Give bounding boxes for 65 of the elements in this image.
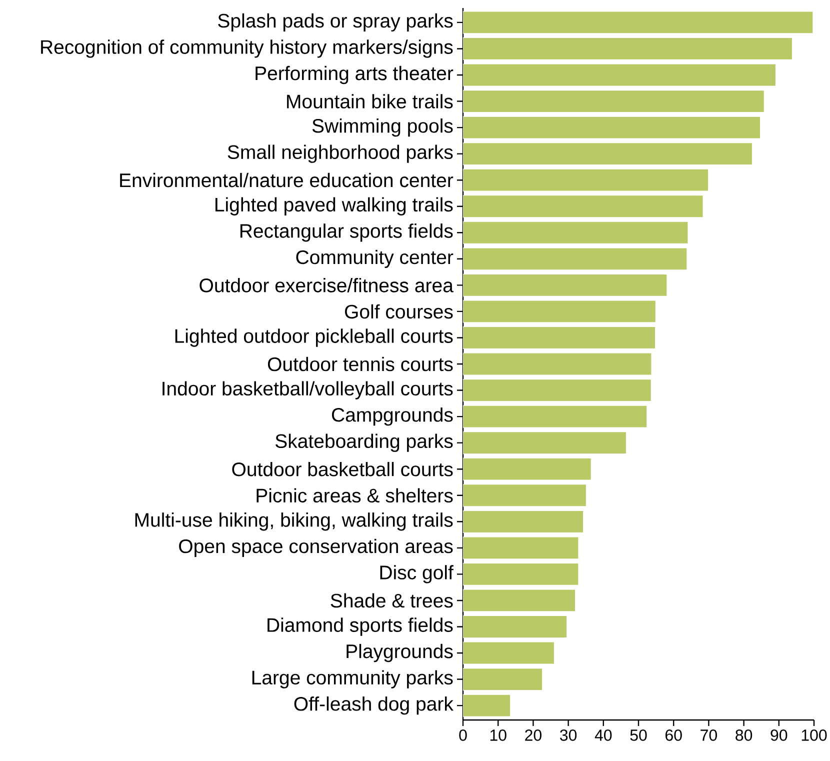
x-tick-label: 10 — [490, 730, 506, 741]
y-tick-label: Community center — [296, 250, 454, 268]
bar — [463, 116, 761, 139]
y-tick-label: Picnic areas & shelters — [256, 488, 453, 503]
y-tick-label: Outdoor basketball courts — [232, 462, 453, 476]
x-tick-label: 60 — [666, 730, 682, 741]
bar — [463, 64, 776, 86]
bar — [463, 432, 627, 454]
bar — [463, 195, 704, 218]
y-tick-label: Large community parks — [252, 670, 453, 688]
bar — [463, 378, 652, 402]
bar — [463, 168, 709, 192]
y-tick-label: Disc golf — [380, 565, 454, 584]
bar — [463, 510, 584, 533]
bar — [463, 642, 555, 664]
bar — [463, 668, 543, 691]
y-tick-label: Lighted paved walking trails — [216, 197, 453, 216]
y-tick-label: Environmental/nature education center — [120, 172, 454, 188]
bar — [463, 484, 587, 507]
bar — [463, 37, 793, 60]
bar — [463, 562, 579, 586]
bar — [463, 615, 568, 638]
bar — [463, 694, 511, 717]
y-tick-label: Indoor basketball/volleyball courts — [162, 381, 453, 400]
x-tick-label: 50 — [630, 730, 647, 741]
x-tick-label: 0 — [459, 730, 467, 741]
bar — [463, 405, 648, 428]
bar — [463, 274, 668, 296]
y-tick-label: Golf courses — [345, 304, 453, 319]
y-tick-label: Splash pads or spray parks — [218, 13, 453, 32]
bar — [463, 458, 592, 480]
x-tick-label: 70 — [700, 730, 717, 741]
x-tick-label: 100 — [802, 730, 827, 741]
y-tick-label: Small neighborhood parks — [228, 144, 453, 163]
y-tick-label: Playgrounds — [346, 644, 453, 662]
bar — [463, 326, 656, 350]
bar — [463, 589, 576, 612]
bar — [463, 536, 579, 560]
bar — [463, 11, 814, 34]
y-tick-label: Outdoor exercise/fitness area — [200, 278, 454, 292]
bar — [463, 248, 688, 270]
y-tick-label: Multi-use hiking, biking, walking trails — [135, 512, 453, 531]
x-tick-label: 40 — [594, 730, 612, 741]
bar — [463, 221, 688, 244]
y-tick-label: Open space conservation areas — [179, 538, 453, 558]
bar — [463, 352, 652, 376]
y-tick-label: Off-leash dog park — [294, 696, 454, 715]
bar — [463, 300, 656, 323]
x-tick-label: 80 — [736, 730, 752, 741]
bar — [463, 90, 764, 113]
y-tick-label: Outdoor tennis courts — [268, 356, 453, 372]
x-tick-label: 30 — [560, 730, 577, 741]
x-tick-label: 20 — [525, 730, 542, 741]
y-tick-label: Recognition of community history markers/signs — [41, 40, 453, 58]
y-tick-label: Lighted outdoor pickleball courts — [175, 328, 453, 347]
y-tick-label: Performing arts theater — [256, 66, 454, 84]
y-tick-label: Mountain bike trails — [287, 94, 453, 108]
y-tick-label: Diamond sports fields — [268, 618, 453, 636]
y-tick-label: Swimming pools — [312, 118, 453, 137]
y-tick-label: Rectangular sports fields — [240, 224, 453, 242]
y-tick-label: Shade & trees — [330, 593, 453, 608]
y-tick-label: Skateboarding parks — [276, 434, 453, 452]
y-tick-label: Campgrounds — [332, 407, 453, 426]
x-tick-label: 90 — [770, 730, 788, 741]
bar — [463, 142, 753, 166]
